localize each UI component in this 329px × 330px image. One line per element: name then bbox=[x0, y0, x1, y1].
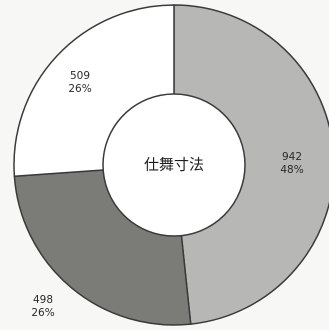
slice-percent-label-0: 48% bbox=[280, 164, 303, 176]
donut-slice-0 bbox=[173, 4, 329, 325]
donut-center bbox=[102, 93, 246, 237]
slice-value-label-2: 509 bbox=[70, 70, 90, 82]
slice-percent-label-1: 26% bbox=[31, 307, 54, 319]
slice-value-label-0: 942 bbox=[282, 151, 302, 163]
slice-value-label-1: 498 bbox=[33, 294, 53, 306]
slice-percent-label-2: 26% bbox=[68, 83, 91, 95]
center-label: 仕舞寸法 bbox=[144, 156, 204, 174]
